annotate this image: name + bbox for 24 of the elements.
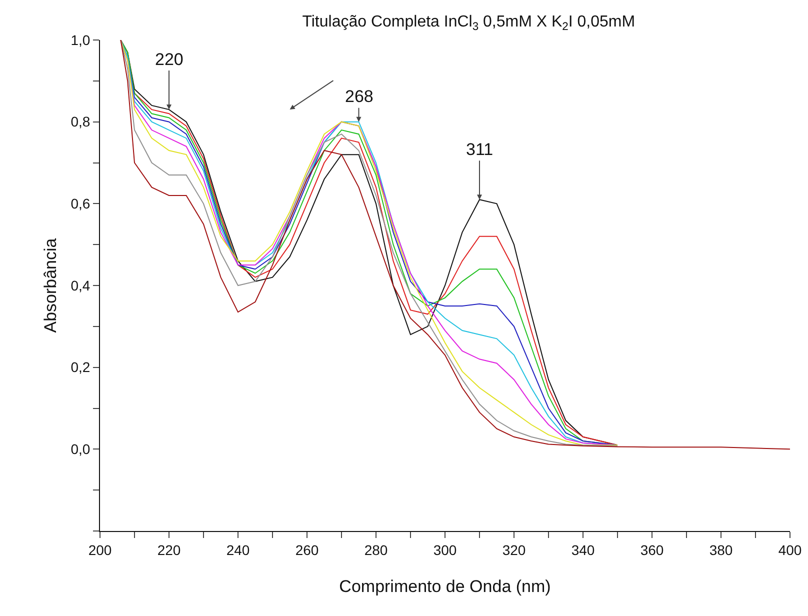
x-tick-label: 300: [433, 542, 457, 558]
y-tick-label: 0,4: [70, 277, 90, 294]
annotation: 311: [466, 140, 494, 159]
x-tick-label: 200: [88, 542, 112, 558]
x-tick-label: 280: [364, 542, 388, 558]
y-axis-title: Absorbância: [41, 238, 60, 333]
x-tick-label: 260: [295, 542, 319, 558]
annotation: 220: [155, 50, 184, 69]
chart-title: Titulação Completa InCl$_{3}$ 0,5mM X K$_{2}$I 0,05mM: [302, 14, 636, 33]
annotation: 268: [345, 87, 374, 106]
x-axis-title: Comprimento de Onda (nm): [339, 577, 551, 596]
y-tick-label: 0,8: [70, 114, 90, 130]
y-tick-label: 0,0: [70, 441, 90, 458]
y-tick-label: 1,0: [70, 32, 90, 48]
y-tick-label: 0,6: [70, 196, 90, 212]
y-tick-label: 0,2: [70, 359, 90, 376]
x-tick-label: 320: [502, 542, 526, 558]
x-tick-label: 340: [571, 542, 595, 558]
x-tick-label: 380: [709, 542, 733, 558]
x-tick-label: 360: [640, 542, 664, 558]
x-tick-label: 240: [226, 542, 250, 558]
x-tick-label: 400: [778, 542, 802, 558]
line-series: [120, 40, 790, 450]
x-tick-label: 220: [157, 542, 181, 558]
